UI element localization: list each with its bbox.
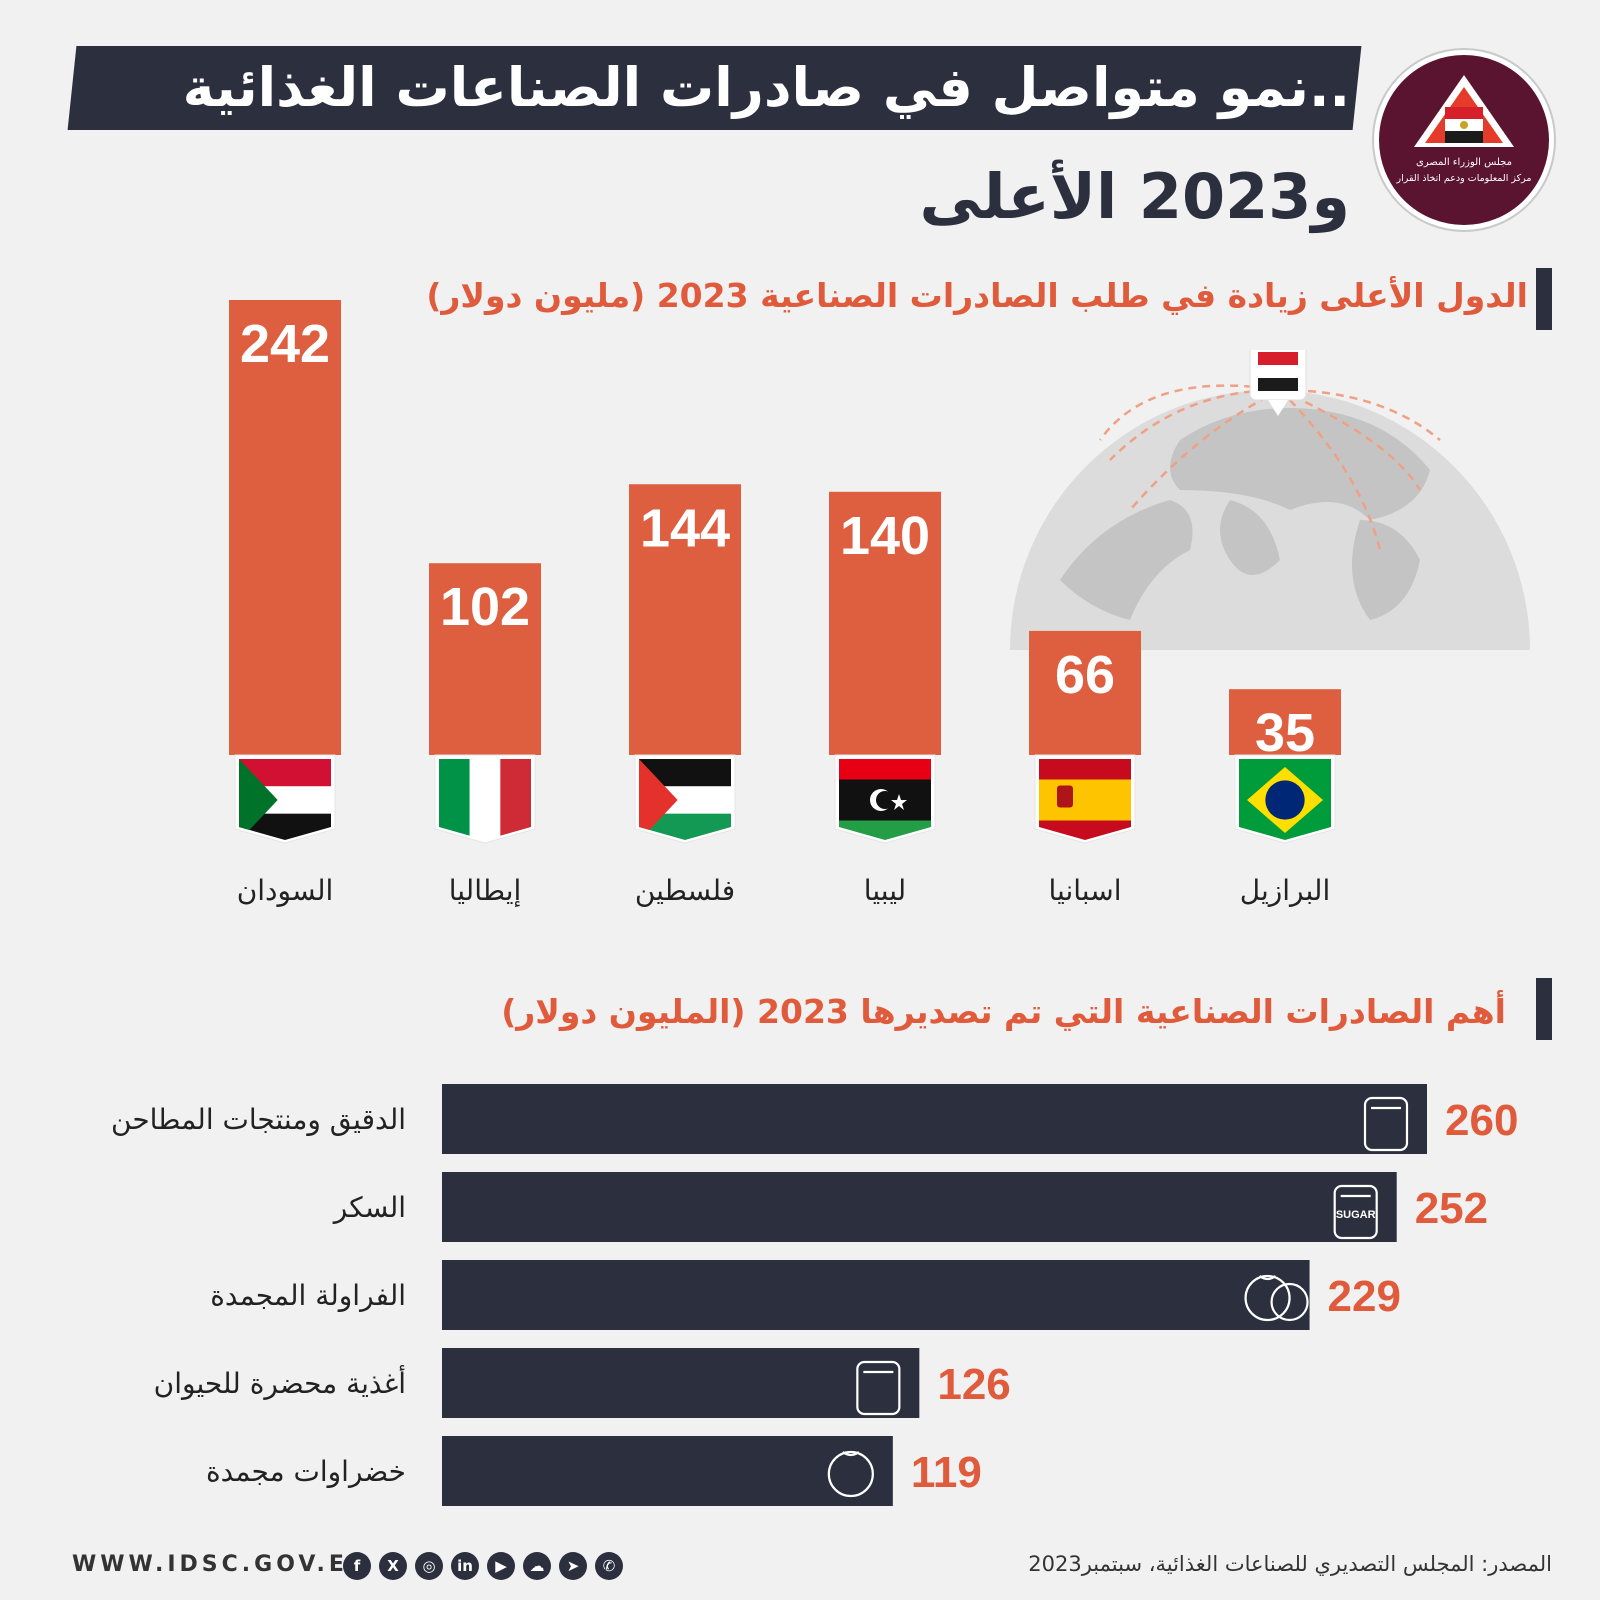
soundcloud-icon[interactable]: ☁	[523, 1552, 551, 1580]
bar	[829, 491, 941, 755]
main-title-line2: و2023 الأعلى	[919, 160, 1350, 233]
hbar-row: خضراوات مجمدة 119	[206, 1436, 982, 1506]
bar	[429, 563, 541, 755]
category-label: أغذية محضرة للحيوان	[154, 1364, 406, 1400]
bar-value-label: 35	[1255, 703, 1315, 763]
bar	[1029, 630, 1141, 755]
section-marker	[1536, 978, 1552, 1040]
source-note: المصدر: المجلس التصديري للصناعات الغذائي…	[1028, 1552, 1552, 1576]
website-url[interactable]: WWW.IDSC.GOV.EG	[72, 1552, 370, 1577]
category-label: إيطاليا	[449, 874, 522, 907]
tomato-icon	[827, 1450, 874, 1498]
category-label: فلسطين	[635, 874, 735, 907]
bar-group: 35 البرازيل	[1229, 689, 1341, 907]
icon-text: SUGAR	[1336, 1209, 1376, 1221]
bar-value-label: 144	[640, 498, 730, 558]
bar-value-label: 242	[240, 314, 330, 374]
hbar-row: أغذية محضرة للحيوان 126	[154, 1348, 1011, 1418]
countries-section-title: الدول الأعلى زيادة في طلب الصادرات الصنا…	[426, 276, 1528, 315]
pet-food-icon	[856, 1360, 901, 1416]
bar-value-label: 229	[1328, 1272, 1401, 1321]
sudan-flag-icon	[234, 754, 336, 844]
category-label: خضراوات مجمدة	[206, 1455, 406, 1488]
countries-bar-chart: 242 السودان 102 إيطاليا 144 فلسطين 140 ليبيا 66 ا…	[229, 300, 1341, 907]
svg-text:مركز المعلومات ودعم اتخاذ القر: مركز المعلومات ودعم اتخاذ القرار	[1396, 173, 1532, 184]
hbar-row: الدقيق ومنتجات المطاحن 260	[111, 1084, 1518, 1154]
bar-group: 66 اسبانيا	[1029, 630, 1141, 907]
bar	[442, 1436, 893, 1506]
spain-flag-icon	[1034, 754, 1136, 844]
bar-group: 144 فلسطين	[629, 484, 741, 907]
youtube-icon[interactable]: ▶	[487, 1552, 515, 1580]
category-label: السكر	[332, 1191, 406, 1224]
linkedin-icon[interactable]: in	[451, 1552, 479, 1580]
italy-flag-icon	[434, 754, 536, 844]
hbar-row: الفراولة المجمدة 229	[210, 1260, 1401, 1330]
bar-value-label: 126	[937, 1360, 1010, 1409]
brazil-flag-icon	[1234, 754, 1336, 844]
bar-value-label: 119	[911, 1448, 982, 1497]
palestine-flag-icon	[634, 754, 736, 844]
facebook-icon[interactable]: f	[343, 1552, 371, 1580]
bar-group: 140 ليبيا	[829, 491, 941, 907]
svg-text:مجلس الوزراء المصرى: مجلس الوزراء المصرى	[1416, 157, 1512, 168]
bar-group: 102 إيطاليا	[429, 563, 541, 907]
bar-value-label: 66	[1055, 645, 1115, 705]
world-globe-icon	[1010, 350, 1530, 650]
bar	[629, 484, 741, 755]
category-label: اسبانيا	[1049, 874, 1122, 907]
idsc-logo: مجلس الوزراء المصرى مركز المعلومات ودعم …	[1374, 50, 1554, 230]
bar	[1229, 689, 1341, 755]
strawberry-icon	[1244, 1274, 1309, 1322]
hbar-row: السكر SUGAR 252	[332, 1172, 1488, 1242]
instagram-icon[interactable]: ◎	[415, 1552, 443, 1580]
category-label: السودان	[237, 874, 334, 907]
bar-value-label: 140	[840, 506, 930, 566]
exports-section-title: أهم الصادرات الصناعية التي تم تصديرها 20…	[501, 992, 1506, 1031]
libya-flag-icon	[834, 754, 936, 844]
category-label: الفراولة المجمدة	[210, 1279, 406, 1312]
x-icon[interactable]: X	[379, 1552, 407, 1580]
category-label: الدقيق ومنتجات المطاحن	[111, 1103, 406, 1136]
section-marker	[1536, 268, 1552, 330]
bar-value-label: 102	[440, 577, 530, 637]
sugar-bag-icon	[1333, 1184, 1378, 1240]
bar-group: 242 السودان	[229, 300, 341, 907]
whatsapp-icon[interactable]: ✆	[595, 1552, 623, 1580]
bar	[229, 300, 341, 755]
main-title: نمو متواصل في صادرات الصناعات الغذائية..	[182, 56, 1350, 119]
bar	[442, 1260, 1310, 1330]
bar	[442, 1084, 1427, 1154]
telegram-icon[interactable]: ➤	[559, 1552, 587, 1580]
category-label: البرازيل	[1240, 874, 1331, 907]
bar-value-label: 252	[1415, 1184, 1488, 1233]
bar	[442, 1348, 920, 1418]
flour-bag-icon	[1363, 1096, 1409, 1152]
category-label: ليبيا	[864, 874, 906, 907]
bar	[442, 1172, 1397, 1242]
social-links: f X ◎ in ▶ ☁ ➤ ✆	[343, 1552, 623, 1580]
bar-value-label: 260	[1445, 1096, 1518, 1145]
